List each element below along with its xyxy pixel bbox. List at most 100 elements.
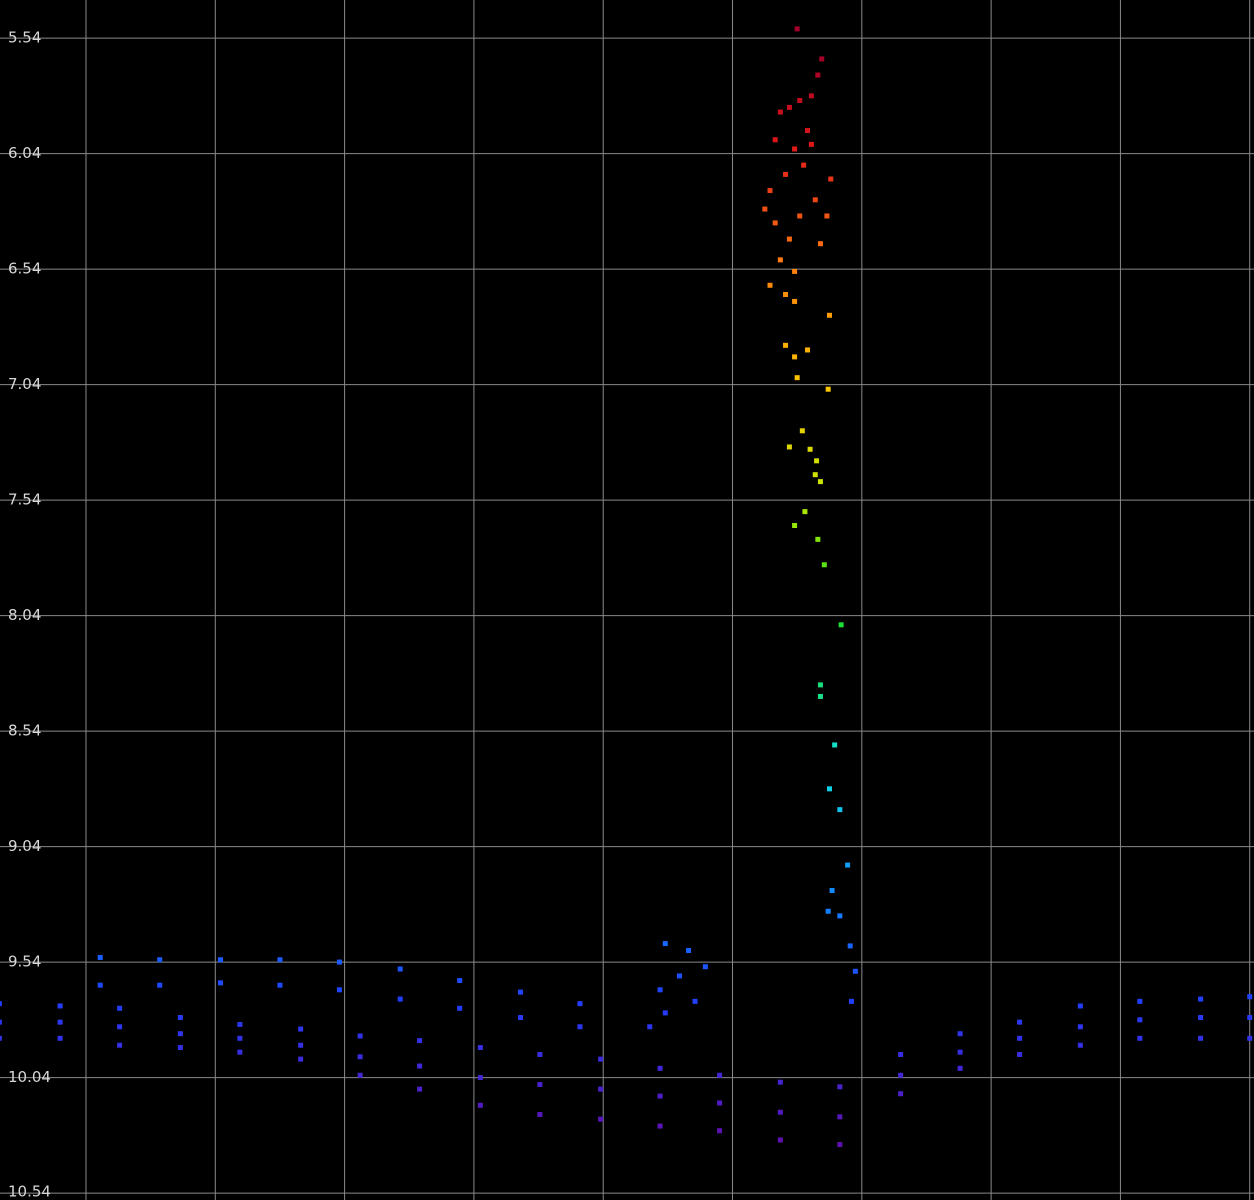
y-tick-label: 6.54 [8,260,41,278]
point [832,742,837,747]
point [157,983,162,988]
point [1247,1015,1252,1020]
point [1017,1036,1022,1041]
point [787,105,792,110]
point [1247,1036,1252,1041]
point [298,1043,303,1048]
point [98,955,103,960]
point [358,1054,363,1059]
point [958,1031,963,1036]
point [0,1020,2,1025]
point [117,1043,122,1048]
plot-background [0,0,1254,1200]
point [795,375,800,380]
point [797,98,802,103]
point [797,213,802,218]
point [1247,994,1252,999]
y-tick-label: 10.54 [8,1183,51,1200]
point [792,269,797,274]
point [298,1027,303,1032]
point [826,909,831,914]
point [801,163,806,168]
point [809,142,814,147]
point [783,292,788,297]
point [117,1006,122,1011]
point [809,93,814,98]
point [58,1003,63,1008]
point [898,1073,903,1078]
point [824,213,829,218]
point [778,110,783,115]
point [837,1114,842,1119]
point [818,241,823,246]
point [178,1015,183,1020]
point [800,428,805,433]
point [787,237,792,242]
point [773,137,778,142]
point [518,1015,523,1020]
point [457,978,462,983]
y-tick-label: 7.54 [8,491,41,509]
point [478,1103,483,1108]
point [826,387,831,392]
y-tick-label: 9.54 [8,953,41,971]
point [0,1036,2,1041]
point [898,1052,903,1057]
point [218,957,223,962]
point [537,1112,542,1117]
point [837,913,842,918]
point [398,997,403,1002]
point [0,1001,2,1006]
point [792,146,797,151]
point [1137,1017,1142,1022]
point [898,1091,903,1096]
point [598,1057,603,1062]
point [1198,997,1203,1002]
point [58,1020,63,1025]
point [717,1128,722,1133]
point [178,1031,183,1036]
point [518,990,523,995]
point [663,1010,668,1015]
point [577,1024,582,1029]
point [792,523,797,528]
point [1078,1003,1083,1008]
point [819,56,824,61]
point [822,562,827,567]
point [663,941,668,946]
point [773,220,778,225]
point [837,1142,842,1147]
y-tick-label: 8.54 [8,722,41,740]
point [1198,1036,1203,1041]
point [802,509,807,514]
point [358,1033,363,1038]
point [677,973,682,978]
point [808,447,813,452]
point [762,207,767,212]
point [298,1057,303,1062]
point [805,347,810,352]
point [778,257,783,262]
point [218,980,223,985]
y-tick-label: 5.54 [8,29,41,47]
point [845,863,850,868]
point [717,1073,722,1078]
point [237,1036,242,1041]
point [658,1094,663,1099]
point [768,283,773,288]
point [853,969,858,974]
point [818,479,823,484]
point [815,537,820,542]
point [1137,999,1142,1004]
point [783,343,788,348]
point [768,188,773,193]
point [830,888,835,893]
point [598,1087,603,1092]
y-tick-label: 10.04 [8,1068,51,1086]
point [828,177,833,182]
point [417,1087,422,1092]
point [849,999,854,1004]
point [837,807,842,812]
point [417,1064,422,1069]
point [417,1038,422,1043]
